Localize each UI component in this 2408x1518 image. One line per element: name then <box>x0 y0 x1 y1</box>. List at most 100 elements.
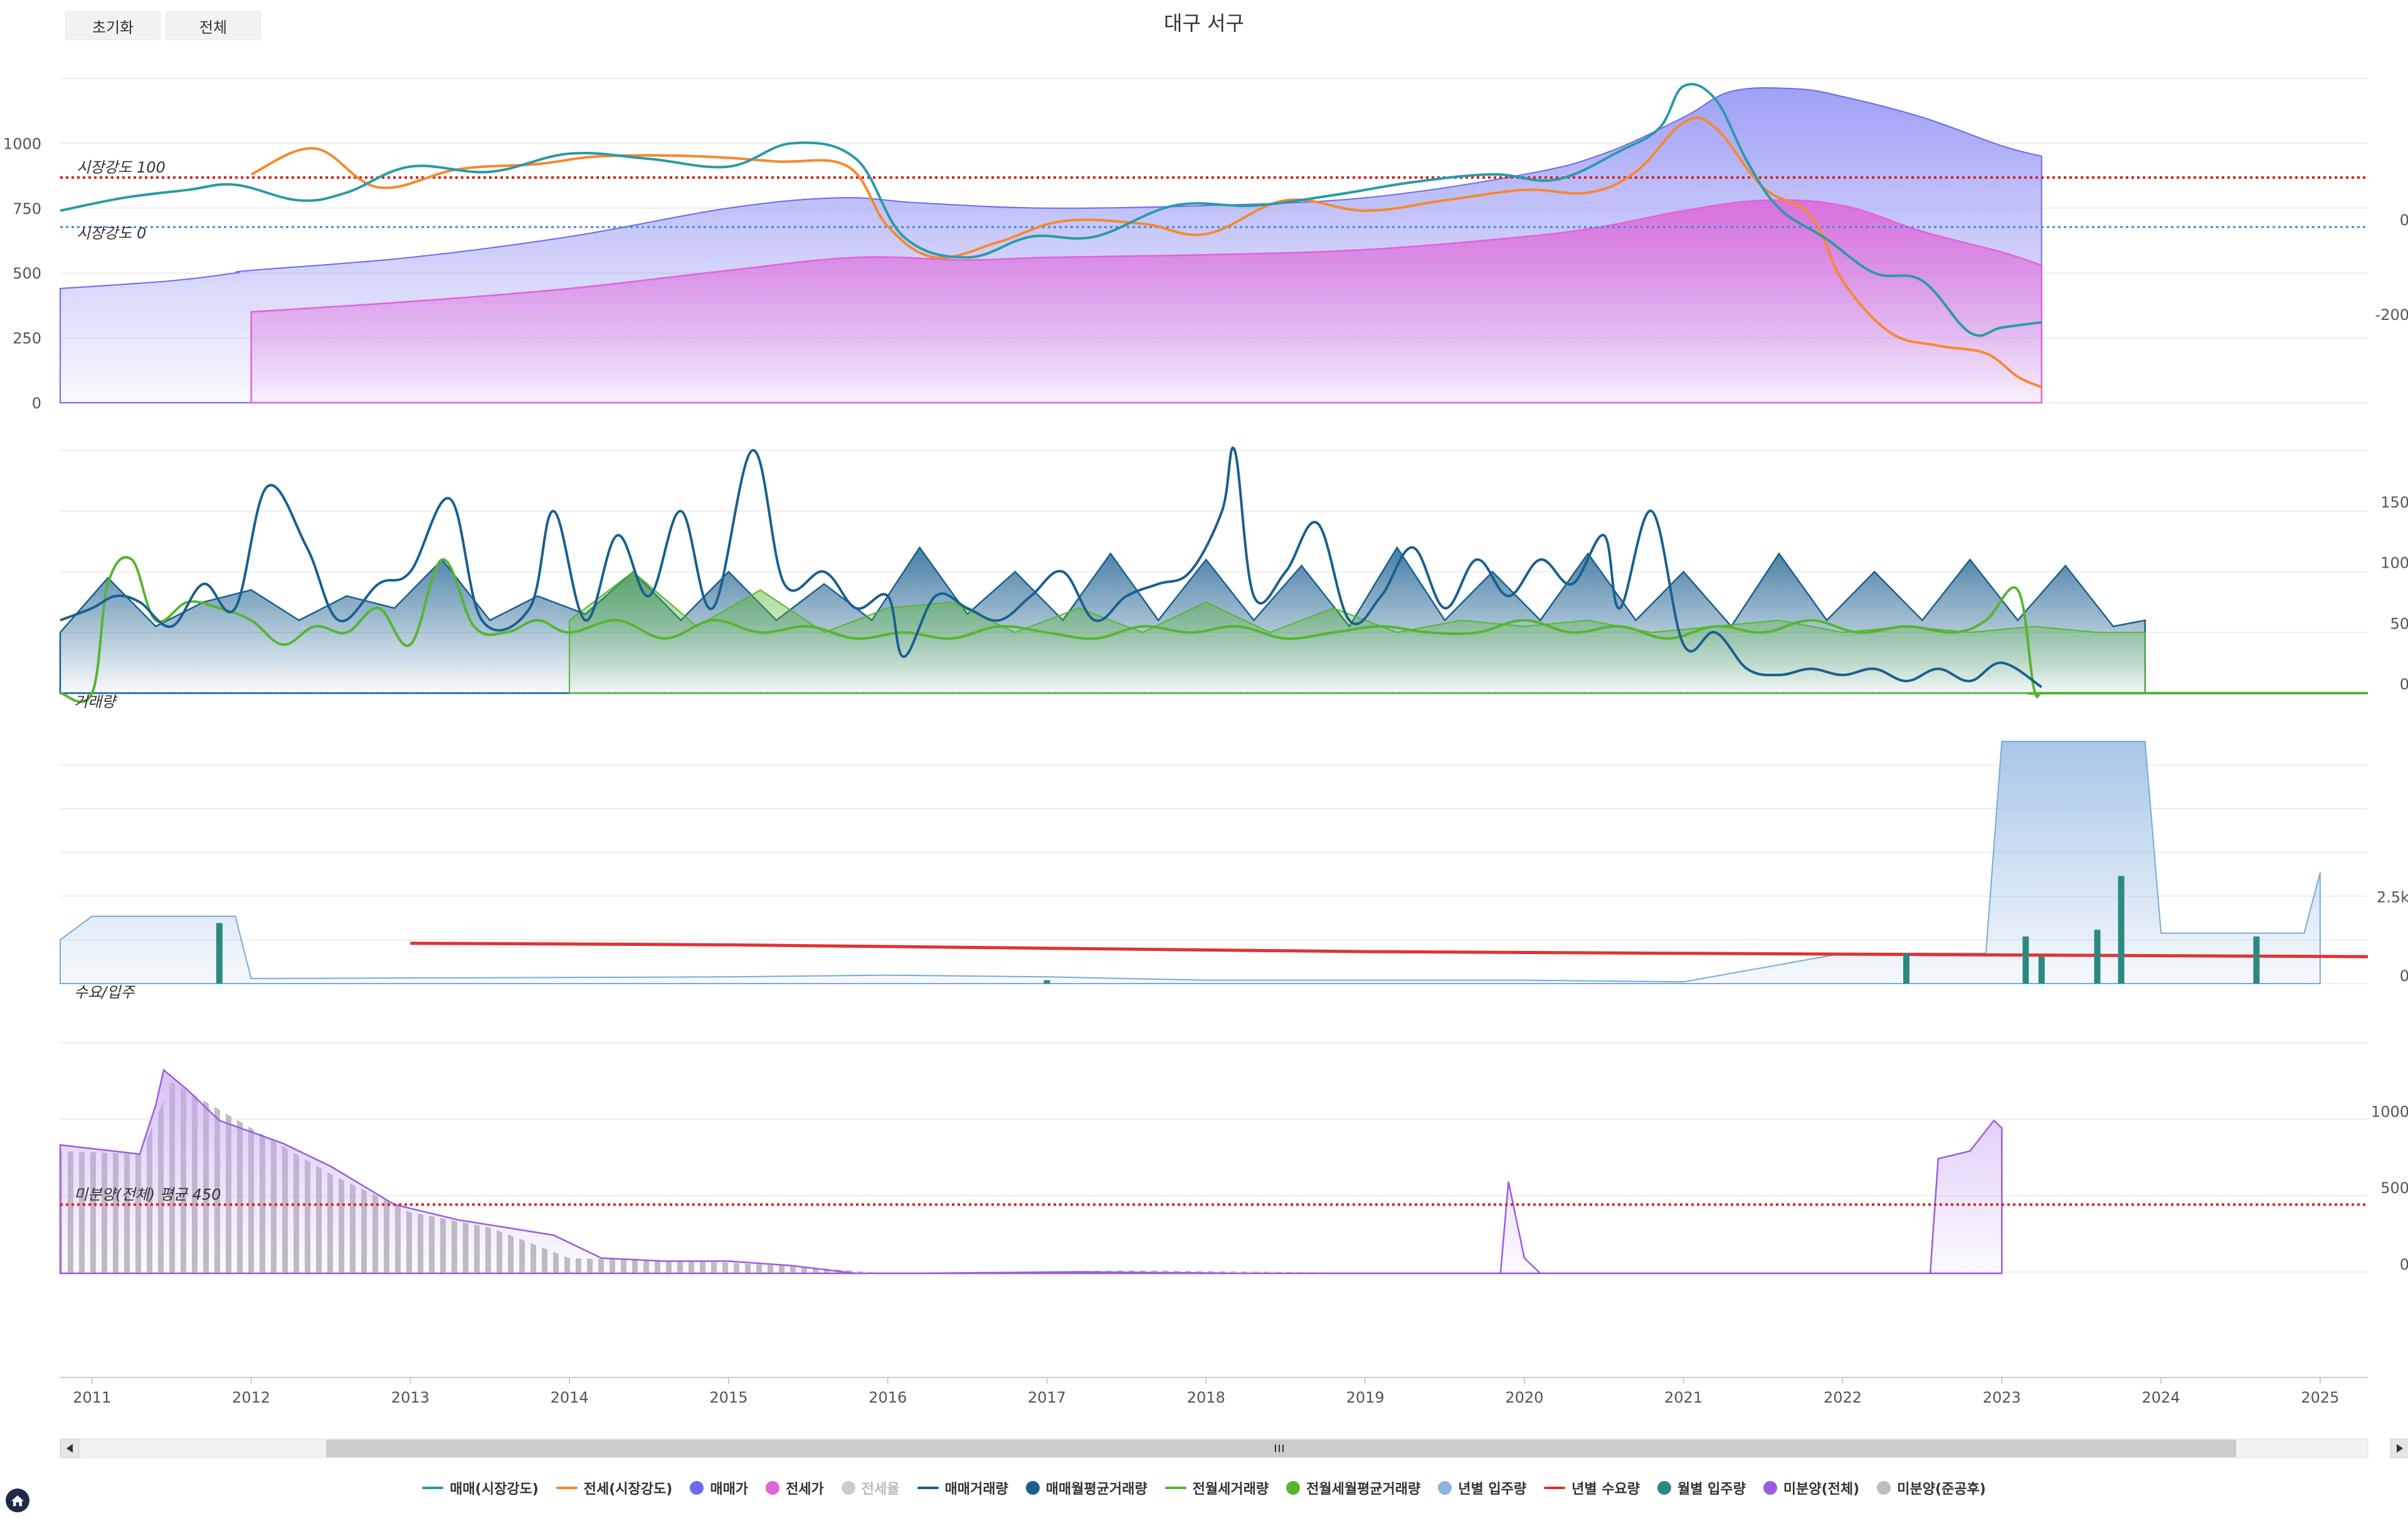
legend-item[interactable]: 전세율 <box>841 1478 900 1498</box>
legend-label: 매매월평균거래량 <box>1045 1482 1148 1497</box>
y-tick-label: 0 <box>2400 676 2408 693</box>
monthly-supply-bar <box>1043 980 1050 984</box>
legend-label: 전세(시장강도) <box>583 1482 673 1497</box>
annotation-volume: 거래량 <box>74 693 118 711</box>
x-tick-label: 2011 <box>73 1389 111 1406</box>
legend-item[interactable]: 매매(시장강도) <box>422 1478 539 1498</box>
supply-panel: 0 2.5k 수요/입주 <box>60 741 2408 1001</box>
y-tick-label: 750 <box>13 200 41 218</box>
monthly-supply-bar <box>2094 930 2101 984</box>
legend-item[interactable]: 미분양(준공후) <box>1877 1478 1986 1498</box>
annotation-supply: 수요/입주 <box>74 984 135 1001</box>
annotation-strength-100: 시장강도 100 <box>77 159 166 176</box>
y-right-tick-label: 0 <box>2400 211 2408 229</box>
scroll-right-button[interactable] <box>2390 1438 2408 1458</box>
legend-dot-swatch <box>1657 1481 1672 1495</box>
legend-line-swatch <box>1164 1487 1186 1489</box>
home-icon[interactable] <box>5 1488 30 1513</box>
y-tick-label: 500 <box>2380 1179 2408 1197</box>
annotation-strength-0: 시장강도 0 <box>77 225 146 242</box>
x-tick-label: 2025 <box>2301 1389 2339 1406</box>
x-tick-label: 2020 <box>1505 1389 1543 1406</box>
legend-label: 월별 입주량 <box>1677 1482 1746 1497</box>
monthly-supply-bar <box>2253 936 2260 984</box>
legend-item[interactable]: 월별 입주량 <box>1657 1478 1746 1498</box>
legend-item[interactable]: 전월세거래량 <box>1164 1478 1269 1498</box>
legend-label: 년별 수요량 <box>1571 1482 1640 1497</box>
legend-item[interactable]: 매매가 <box>690 1478 748 1498</box>
x-tick-label: 2023 <box>1983 1389 2021 1406</box>
y-tick-label: 500 <box>13 265 41 282</box>
x-tick-label: 2019 <box>1346 1389 1385 1406</box>
monthly-supply-bar <box>216 923 223 984</box>
monthly-supply-bar <box>2118 876 2125 984</box>
x-tick-label: 2024 <box>2142 1389 2180 1406</box>
legend-label: 전월세월평균거래량 <box>1306 1482 1421 1497</box>
legend-label: 매매(시장강도) <box>450 1482 539 1497</box>
legend-dot-swatch <box>766 1481 780 1495</box>
legend-dot-swatch <box>1763 1481 1777 1495</box>
volume-panel: 0 50 100 150 거래량 <box>59 447 2408 711</box>
monthly-supply-bar <box>2038 957 2045 984</box>
legend-item[interactable]: 년별 입주량 <box>1438 1478 1526 1498</box>
x-axis: 2011 2012 2013 2014 2015 2016 2017 2018 2019 2020… <box>60 1377 2368 1406</box>
legend-dot-swatch <box>1877 1481 1891 1495</box>
legend-label: 미분양(준공후) <box>1897 1482 1986 1497</box>
chart-title: 대구 서구 <box>1164 11 1244 35</box>
y-tick-label: 50 <box>2390 615 2408 632</box>
legend-item[interactable]: 전세가 <box>766 1478 824 1498</box>
legend-dot-swatch <box>841 1481 855 1495</box>
legend-dot-swatch <box>1286 1481 1301 1495</box>
legend-label: 전세율 <box>861 1482 900 1497</box>
legend-item[interactable]: 전세(시장강도) <box>556 1478 673 1498</box>
legend-label: 전월세거래량 <box>1192 1482 1269 1497</box>
yearly-demand-line <box>410 942 2368 958</box>
arrow-right-icon[interactable] <box>2397 1444 2403 1453</box>
jeonse-price-area <box>250 199 2042 404</box>
price-panel: 0 250 500 750 1000 시장강도 100 시장강도 0 0 -200 <box>3 83 2408 412</box>
x-tick-label: 2017 <box>1028 1389 1066 1406</box>
all-range-button[interactable]: 전체 <box>166 11 261 40</box>
y-tick-label: 0 <box>32 395 41 412</box>
legend-dot-swatch <box>1025 1481 1040 1495</box>
y-tick-label: 1000 <box>3 135 41 152</box>
legend-label: 미분양(전체) <box>1783 1482 1860 1497</box>
x-tick-label: 2016 <box>869 1389 907 1406</box>
legend-item[interactable]: 미분양(전체) <box>1763 1478 1859 1498</box>
sale-strength-line <box>60 83 2042 337</box>
jeonse-volume-line <box>60 556 2368 703</box>
y-tick-label: 2.5k <box>2377 889 2408 906</box>
legend-item[interactable]: 매매거래량 <box>917 1478 1008 1498</box>
legend-item[interactable]: 매매월평균거래량 <box>1025 1478 1148 1498</box>
y-tick-label: 250 <box>13 330 41 348</box>
y-tick-label: 100 <box>2380 555 2408 572</box>
legend-label: 매매거래량 <box>944 1482 1008 1497</box>
annotation-unsold-average: 미분양(전체) 평균 450 <box>74 1186 221 1203</box>
legend-line-swatch <box>1544 1487 1566 1489</box>
unsold-panel: 0 500 1000 미분양(전체) 평균 450 <box>59 1068 2408 1275</box>
arrow-left-icon[interactable] <box>66 1444 73 1453</box>
x-tick-label: 2021 <box>1664 1389 1703 1406</box>
y-tick-label: 0 <box>2400 967 2408 985</box>
legend-line-swatch <box>422 1487 444 1489</box>
x-tick-label: 2013 <box>391 1389 430 1406</box>
y-right-tick-label: -200 <box>2375 306 2408 324</box>
legend-line-swatch <box>917 1487 939 1489</box>
monthly-supply-bar <box>1903 953 1909 984</box>
reset-button[interactable]: 초기화 <box>65 11 161 40</box>
x-tick-label: 2018 <box>1187 1389 1225 1406</box>
unsold-total-area <box>59 1068 2003 1275</box>
legend-item[interactable]: 년별 수요량 <box>1544 1478 1640 1498</box>
time-scrollbar[interactable] <box>60 1438 2408 1458</box>
legend-item[interactable]: 전월세월평균거래량 <box>1286 1478 1420 1498</box>
scroll-thumb[interactable] <box>326 1440 2236 1457</box>
legend: 매매(시장강도) 전세(시장강도) 매매가 전세가 전세율 매매거래량 매매월평균거래량 전월… <box>0 1475 2408 1500</box>
sale-volume-line <box>60 447 2042 689</box>
x-tick-label: 2015 <box>709 1389 747 1406</box>
legend-label: 년별 입주량 <box>1458 1482 1527 1497</box>
legend-line-swatch <box>556 1487 578 1489</box>
legend-label: 매매가 <box>710 1482 749 1497</box>
y-tick-label: 0 <box>2400 1256 2408 1273</box>
legend-label: 전세가 <box>786 1482 824 1497</box>
